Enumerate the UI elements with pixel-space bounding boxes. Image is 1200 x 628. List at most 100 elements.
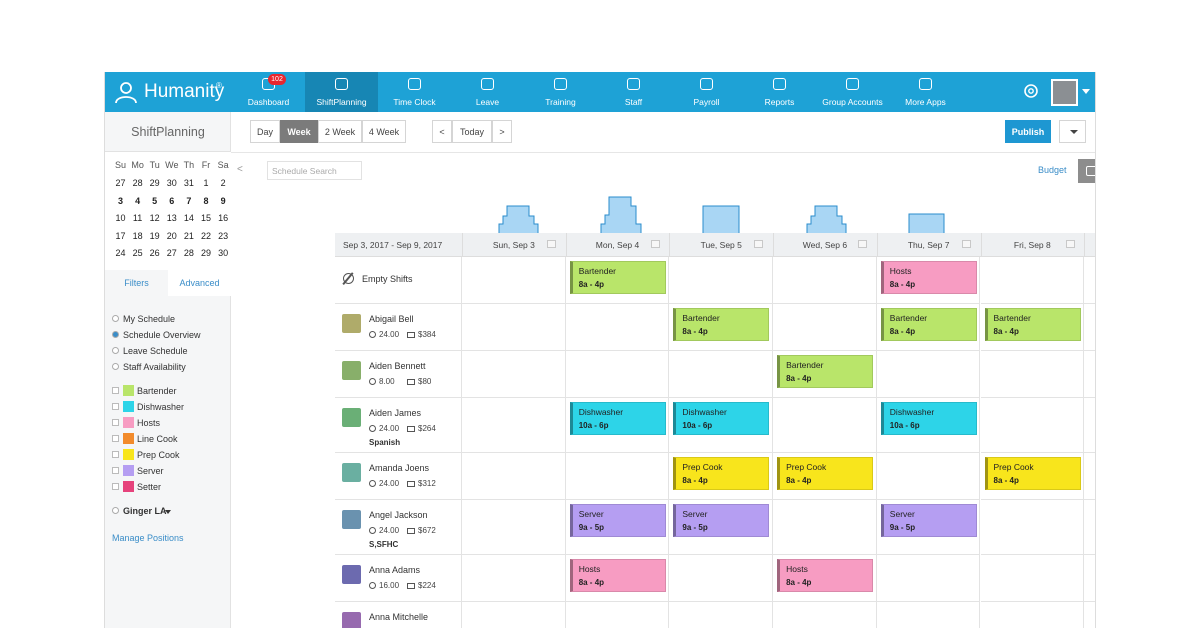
radio[interactable]	[112, 347, 119, 354]
shift[interactable]: Prep Cook 8a - 4p	[777, 457, 874, 490]
position-name[interactable]: Bartender	[137, 386, 177, 396]
manage-positions[interactable]: Manage Positions	[112, 533, 184, 543]
user-avatar[interactable]	[1051, 79, 1078, 106]
calendar-day[interactable]: 22	[200, 230, 211, 241]
calendar-day[interactable]: 18	[132, 230, 143, 241]
prev-button[interactable]: <	[432, 120, 452, 143]
day-icon[interactable]	[547, 240, 556, 248]
checkbox[interactable]	[112, 435, 119, 442]
checkbox[interactable]	[112, 387, 119, 394]
shift[interactable]: Dishwasher 10a - 6p	[569, 402, 666, 435]
shift[interactable]: Dishwasher 10a - 6p	[673, 402, 770, 435]
calendar-day[interactable]: 28	[183, 248, 194, 258]
calendar-day[interactable]: 7	[186, 195, 192, 206]
nav-item[interactable]: Payroll	[670, 72, 743, 112]
day-icon[interactable]	[650, 240, 660, 248]
employee-name[interactable]: Anna Adams	[369, 565, 421, 575]
calendar-day[interactable]: 26	[149, 248, 160, 258]
view-option[interactable]: My Schedule	[123, 314, 176, 324]
calendar-day[interactable]: 3	[117, 195, 123, 206]
checkbox[interactable]	[112, 467, 119, 474]
employee-name[interactable]: Amanda Joens	[369, 463, 430, 473]
view-button[interactable]: 2 Week	[318, 120, 362, 143]
checkbox[interactable]	[112, 451, 119, 458]
employee-name[interactable]: Anna Mitchelle	[369, 612, 429, 622]
nav-item[interactable]: Time Clock	[378, 72, 451, 112]
calendar-day[interactable]: 12	[149, 213, 160, 223]
calendar-day[interactable]: 30	[166, 178, 177, 188]
radio[interactable]	[112, 363, 119, 370]
shift[interactable]: Bartender 8a - 4p	[673, 308, 770, 341]
publish-menu[interactable]	[1059, 120, 1086, 143]
user-menu-caret[interactable]	[1082, 89, 1090, 95]
employee-name[interactable]: Angel Jackson	[369, 510, 428, 520]
budget-link[interactable]: Budget	[1038, 165, 1067, 175]
calendar-day[interactable]: 16	[218, 213, 229, 223]
shift[interactable]: Dishwasher 10a - 6p	[880, 402, 977, 435]
position-name[interactable]: Prep Cook	[137, 450, 180, 460]
nav-item[interactable]: Leave	[451, 72, 524, 112]
calendar-day[interactable]: 20	[166, 230, 177, 241]
publish-button[interactable]: Publish	[1005, 120, 1051, 143]
calendar-day[interactable]: 30	[218, 248, 229, 258]
nav-item[interactable]: 102 Dashboard	[232, 72, 305, 112]
position-name[interactable]: Dishwasher	[137, 402, 185, 412]
radio[interactable]	[112, 315, 119, 322]
calendar-day[interactable]: 10	[115, 213, 126, 223]
shift[interactable]: Hosts 8a - 4p	[880, 261, 977, 294]
calendar-day[interactable]: 19	[149, 230, 160, 241]
settings-icon[interactable]	[1022, 82, 1040, 100]
nav-item[interactable]: Training	[524, 72, 597, 112]
collapse-button[interactable]: <	[237, 164, 243, 175]
position-name[interactable]: Line Cook	[137, 434, 178, 444]
view-option[interactable]: Schedule Overview	[123, 330, 201, 340]
calendar-day[interactable]: 21	[183, 230, 194, 241]
view-mode-button[interactable]	[1078, 159, 1095, 183]
calendar-day[interactable]: 17	[115, 230, 126, 241]
calendar-day[interactable]: 8	[203, 195, 209, 206]
employee-name[interactable]: Abigail Bell	[369, 314, 414, 324]
calendar-day[interactable]: 29	[200, 248, 211, 258]
shift[interactable]: Server 9a - 5p	[880, 504, 977, 537]
position-name[interactable]: Setter	[137, 482, 162, 492]
calendar-day[interactable]: 28	[132, 178, 143, 188]
calendar-day[interactable]: 25	[132, 248, 143, 258]
view-button[interactable]: Week	[280, 120, 318, 143]
day-icon[interactable]	[961, 240, 971, 248]
calendar-day[interactable]: 2	[220, 178, 226, 188]
calendar-day[interactable]: 29	[149, 178, 160, 188]
calendar-day[interactable]: 1	[203, 178, 209, 188]
radio[interactable]	[112, 331, 119, 338]
day-icon[interactable]	[754, 240, 764, 248]
view-button[interactable]: 4 Week	[362, 120, 406, 143]
calendar-day[interactable]: 13	[166, 213, 177, 223]
checkbox[interactable]	[112, 483, 119, 490]
shift[interactable]: Hosts 8a - 4p	[569, 559, 666, 592]
calendar-day[interactable]: 5	[152, 195, 158, 206]
calendar-day[interactable]: 4	[135, 195, 141, 206]
checkbox[interactable]	[112, 403, 119, 410]
view-option[interactable]: Staff Availability	[123, 362, 186, 372]
employee-name[interactable]: Aiden James	[369, 408, 422, 418]
view-button[interactable]: Day	[250, 120, 280, 143]
view-option[interactable]: Leave Schedule	[123, 346, 188, 356]
shift[interactable]: Bartender 8a - 4p	[984, 308, 1081, 341]
shift[interactable]: Bartender 8a - 4p	[880, 308, 977, 341]
shift[interactable]: Prep Cook 8a - 4p	[673, 457, 770, 490]
location[interactable]: Ginger LA	[123, 506, 167, 516]
nav-item[interactable]: Group Accounts	[816, 72, 889, 112]
next-button[interactable]: >	[492, 120, 512, 143]
shift[interactable]: Bartender 8a - 4p	[777, 355, 874, 388]
shift[interactable]: Server 9a - 5p	[569, 504, 666, 537]
employee-name[interactable]: Aiden Bennett	[369, 361, 426, 371]
position-name[interactable]: Server	[137, 466, 164, 476]
day-icon[interactable]	[858, 240, 868, 248]
calendar-day[interactable]: 14	[183, 213, 194, 223]
nav-item[interactable]: More Apps	[889, 72, 962, 112]
calendar-day[interactable]: 6	[169, 195, 175, 206]
nav-item[interactable]: ShiftPlanning	[305, 72, 378, 112]
calendar-day[interactable]: 11	[132, 213, 143, 223]
calendar-day[interactable]: 24	[115, 248, 126, 258]
calendar-day[interactable]: 15	[200, 213, 211, 223]
shift[interactable]: Server 9a - 5p	[673, 504, 770, 537]
